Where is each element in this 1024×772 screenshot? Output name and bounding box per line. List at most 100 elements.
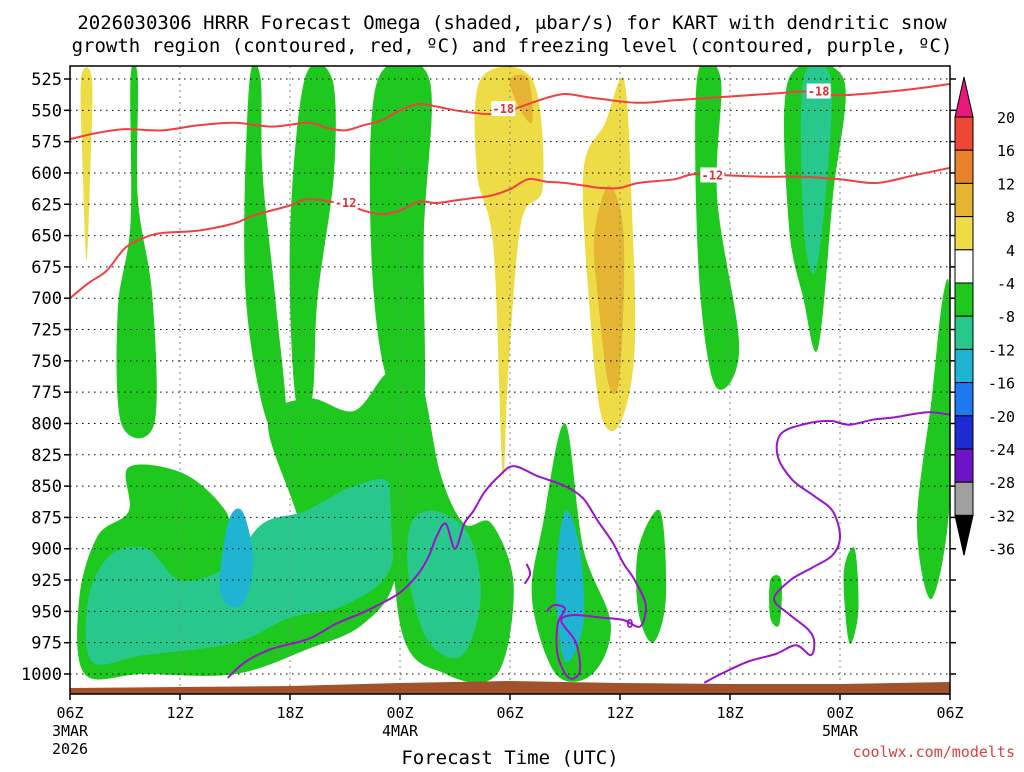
contour-layer: -18 -12 -12 -18 0: [70, 83, 950, 684]
y-tick-label-625: 625: [31, 195, 62, 215]
x-date-label-4MAR: 4MAR: [382, 722, 419, 740]
omega-region-4mar-04z-updraft-yellow: [474, 66, 544, 478]
x-tick-label-18: 00Z: [386, 704, 413, 722]
colorbar-bottom-arrow: [954, 514, 974, 556]
omega-region-4mar-16z-column: [695, 66, 740, 390]
y-tick-label-600: 600: [31, 164, 62, 184]
dgz-contour--12: [70, 166, 950, 299]
y-tick-label-975: 975: [31, 634, 62, 654]
colorbar-label--20: -20: [988, 408, 1015, 426]
omega-region-3mar-06z-updraft-yellow: [80, 67, 93, 261]
colorbar-bin--4: [954, 249, 974, 284]
x-tick-label-0: 06Z: [56, 704, 83, 722]
colorbar-bin--12: [954, 315, 974, 350]
freezing-level-contour-0: [227, 465, 647, 680]
omega-region-4mar-05z-updraft-gold: [509, 74, 533, 124]
omega-region-4mar-00z-column: [369, 66, 432, 431]
colorbar-bin--20: [954, 382, 974, 417]
colorbar-label--4: -4: [997, 275, 1015, 293]
x-tick-label-42: 00Z: [826, 704, 853, 722]
colorbar-label-12: 12: [997, 175, 1015, 193]
x-tick-label-6: 12Z: [166, 704, 193, 722]
colorbar-bin-4: [954, 216, 974, 251]
y-tick-label-825: 825: [31, 446, 62, 466]
omega-region-5mar-01z-spot: [843, 547, 859, 644]
omega-region-3mar-21z-column: [289, 66, 336, 415]
colorbar-label-8: 8: [1006, 209, 1015, 227]
x-tick-label-12: 18Z: [276, 704, 303, 722]
omega-region-3mar-lowlevel-cyan: [219, 508, 254, 608]
colorbar-label--28: -28: [988, 474, 1015, 492]
dgz-contour-label-3: -18: [808, 85, 830, 99]
y-tick-label-1000: 1000: [21, 665, 62, 685]
omega-region-5mar-05z-edge: [917, 278, 950, 599]
dgz-label-bg: [700, 167, 725, 183]
y-tick-label-925: 925: [31, 571, 62, 591]
omega-region-4mar-22z-teal: [800, 66, 832, 274]
omega-region-3mar-12z-column: [244, 66, 287, 437]
dgz-label-bg: [806, 83, 831, 99]
y-tick-label-950: 950: [31, 602, 62, 622]
credit-link[interactable]: coolwx.com/modelts: [852, 743, 1015, 761]
x-tick-label-30: 12Z: [606, 704, 633, 722]
dgz-contour-label-0: -18: [492, 102, 514, 116]
colorbar-label--8: -8: [997, 308, 1015, 326]
y-tick-label-900: 900: [31, 540, 62, 560]
dgz-contour-label-2: -12: [701, 168, 723, 182]
y-tick-label-725: 725: [31, 321, 62, 341]
colorbar-label-20: 20: [997, 109, 1015, 127]
omega-region-4mar-13z-spot: [636, 509, 667, 643]
colorbar-label-4: 4: [1006, 242, 1015, 260]
colorbar-bin--24: [954, 415, 974, 450]
colorbar-bin--8: [954, 282, 974, 317]
y-tick-label-525: 525: [31, 70, 62, 90]
x-tick-label-24: 06Z: [496, 704, 523, 722]
x-axis-label: Forecast Time (UTC): [401, 747, 618, 768]
colorbar-label--32: -32: [988, 507, 1015, 525]
y-tick-label-850: 850: [31, 477, 62, 497]
terrain-ground: [70, 681, 950, 694]
x-tick-label-36: 18Z: [716, 704, 743, 722]
y-tick-label-800: 800: [31, 414, 62, 434]
y-tick-label-650: 650: [31, 227, 62, 247]
y-axis: 525 550 575 600 625 650 675 700 725 750 775 800 825 8…: [21, 70, 956, 685]
y-tick-label-775: 775: [31, 383, 62, 403]
x-date-label-5MAR: 5MAR: [822, 722, 859, 740]
omega-region-3mar-15z-column: [116, 66, 157, 439]
colorbar-bin-gray: [954, 481, 974, 516]
omega-region-4mar-11z-updraft-gold: [593, 185, 625, 395]
freezing-level-contour-1: [523, 563, 532, 585]
y-tick-label-575: 575: [31, 133, 62, 153]
freezing-level-contour-2: [703, 411, 950, 684]
dgz-label-bg: [491, 101, 516, 117]
colorbar-bin-16: [954, 116, 974, 151]
colorbar-label-16: 16: [997, 142, 1015, 160]
chart-title-line-2: growth region (contoured, red, ºC) and f…: [72, 35, 953, 57]
colorbar-bin--16: [954, 348, 974, 384]
chart-title-line-1: 2026030306 HRRR Forecast Omega (shaded, …: [77, 12, 947, 34]
colorbar-label--16: -16: [988, 375, 1015, 393]
x-date-label-3MAR: 3MAR: [52, 722, 89, 740]
x-year-label: 2026: [52, 740, 88, 758]
y-tick-label-700: 700: [31, 289, 62, 309]
colorbar-label--12: -12: [988, 341, 1015, 359]
colorbar-bin--28: [954, 448, 974, 483]
omega-region-4mar-21z-spot: [769, 574, 782, 627]
freezing-level-label: 0: [626, 617, 633, 631]
dgz-contour-label-1: -12: [335, 196, 357, 210]
x-tick-label-48: 06Z: [936, 704, 963, 722]
colorbar-label--36: -36: [988, 541, 1015, 559]
terrain-layer: [70, 681, 950, 694]
dgz-label-bg: [333, 195, 358, 211]
colorbar: 20 16 12 8 4 -4 -8 -12 -16 -20 -24 -28 -32 -36: [954, 76, 1015, 559]
y-tick-label-875: 875: [31, 508, 62, 528]
omega-shading-layer: [77, 66, 950, 683]
y-tick-label-675: 675: [31, 258, 62, 278]
colorbar-bin-12: [954, 149, 974, 184]
colorbar-bin-8: [954, 182, 974, 218]
y-tick-label-550: 550: [31, 101, 62, 121]
y-tick-label-750: 750: [31, 352, 62, 372]
colorbar-label--24: -24: [988, 441, 1015, 459]
